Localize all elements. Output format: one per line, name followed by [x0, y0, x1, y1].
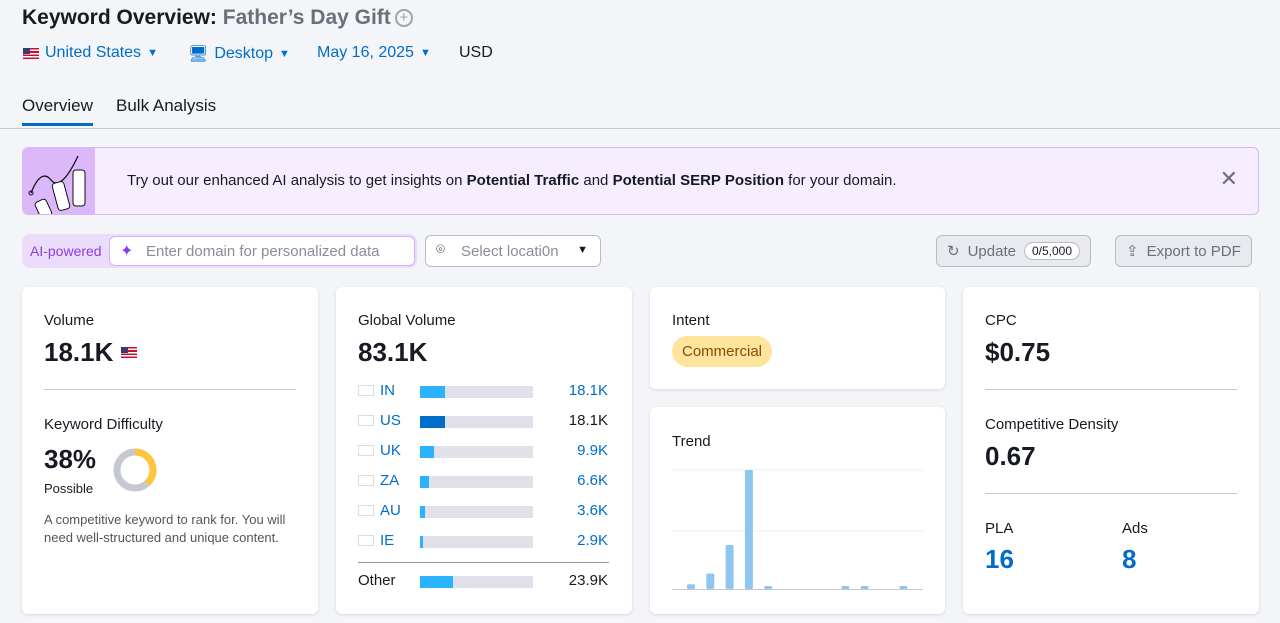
- sparkle-icon: ✦: [120, 243, 134, 260]
- country-code[interactable]: ZA: [380, 472, 400, 489]
- chevron-down-icon: ▼: [147, 47, 158, 59]
- cd-label: Competitive Density: [985, 416, 1119, 433]
- cpc-card: CPC $0.75 Competitive Density 0.67 PLA 1…: [963, 287, 1259, 614]
- trend-bar[interactable]: [744, 470, 753, 589]
- kd-donut: [113, 448, 157, 492]
- upload-icon: ⇪: [1126, 243, 1139, 260]
- kd-description: A competitive keyword to rank for. You w…: [44, 512, 286, 545]
- country-volume[interactable]: 2.9K: [577, 532, 608, 549]
- country-row-us: US 18.1K: [358, 412, 608, 432]
- trend-bar[interactable]: [841, 586, 850, 589]
- flag-ie-icon: [358, 535, 374, 546]
- trend-card: Trend: [650, 407, 945, 614]
- country-volume: 18.1K: [568, 412, 608, 429]
- country-volume[interactable]: 18.1K: [568, 382, 608, 399]
- kd-value: 38%: [44, 444, 97, 474]
- country-volume[interactable]: 6.6K: [577, 472, 608, 489]
- kd-status: Possible: [44, 481, 94, 496]
- intent-badge: Commercial: [672, 336, 773, 367]
- country-code[interactable]: IN: [380, 382, 395, 399]
- trend-bar[interactable]: [860, 586, 869, 589]
- location-pin-icon: ⌾: [436, 241, 446, 258]
- ads-value[interactable]: 8: [1122, 544, 1137, 574]
- global-volume-value: 83.1K: [358, 337, 428, 367]
- global-volume-label: Global Volume: [358, 312, 456, 329]
- date-select[interactable]: May 16, 2025 ▼: [317, 44, 431, 61]
- volume-bar: [420, 416, 533, 428]
- volume-bar: [420, 506, 533, 518]
- currency: USD: [459, 44, 493, 61]
- close-icon[interactable]: ✕: [1219, 166, 1238, 191]
- country-row-za: ZA 6.6K: [358, 472, 608, 492]
- flag-us-icon: [358, 415, 374, 426]
- domain-input[interactable]: ✦ Enter domain for personalized data: [109, 236, 415, 266]
- us-flag-icon: [120, 347, 137, 358]
- intent-label: Intent: [672, 312, 710, 329]
- flag-in-icon: [358, 385, 374, 396]
- pla-label: PLA: [985, 520, 1014, 537]
- desktop-icon: 🖥︎: [188, 46, 209, 63]
- ai-domain-group: AI-powered ✦ Enter domain for personalize…: [22, 234, 417, 268]
- country-code[interactable]: US: [380, 412, 401, 429]
- trend-chart: [672, 469, 923, 590]
- keyword: Father’s Day Gift: [222, 6, 391, 29]
- us-flag-icon: [23, 47, 39, 59]
- trend-bar[interactable]: [706, 573, 715, 589]
- chevron-down-icon: ▼: [419, 47, 431, 59]
- flag-uk-icon: [358, 445, 374, 456]
- update-button[interactable]: ↻ Update 0/5,000: [936, 235, 1091, 267]
- volume-label: Volume: [44, 312, 95, 329]
- refresh-icon: ↻: [947, 243, 960, 260]
- country-code[interactable]: UK: [380, 442, 401, 459]
- tab-bulk-analysis[interactable]: Bulk Analysis: [116, 96, 217, 115]
- trend-bar[interactable]: [725, 544, 734, 589]
- cpc-label: CPC: [985, 312, 1017, 329]
- ads-label: Ads: [1122, 520, 1148, 537]
- global-volume-card: Global Volume 83.1K IN 18.1K US 18.1K UK 9.9K…: [336, 287, 632, 614]
- tab-overview[interactable]: Overview: [22, 96, 93, 126]
- country-row-other: Other 23.9K: [358, 572, 608, 589]
- country-row-uk: UK 9.9K: [358, 442, 608, 462]
- volume-card: Volume 18.1K Keyword Difficulty 38% Poss…: [22, 287, 318, 614]
- country-row-ie: IE 2.9K: [358, 532, 608, 552]
- volume-value: 18.1K: [44, 337, 137, 368]
- country-code[interactable]: IE: [380, 532, 395, 549]
- trend-bar[interactable]: [764, 586, 773, 589]
- ai-powered-label: AI-powered: [30, 243, 102, 259]
- volume-bar: [420, 476, 533, 488]
- add-icon[interactable]: +: [394, 9, 413, 27]
- cd-value: 0.67: [985, 441, 1036, 471]
- update-quota: 0/5,000: [1023, 242, 1080, 260]
- tab-bar: Overview Bulk Analysis: [0, 84, 1280, 129]
- country-volume[interactable]: 3.6K: [577, 502, 608, 519]
- volume-bar: [420, 386, 533, 398]
- trend-label: Trend: [672, 433, 711, 450]
- trend-bar[interactable]: [899, 586, 908, 589]
- pla-value[interactable]: 16: [985, 544, 1014, 574]
- volume-bar: [420, 536, 533, 548]
- banner-text: Try out our enhanced AI analysis to get …: [127, 172, 897, 189]
- chevron-down-icon: ▼: [279, 48, 290, 60]
- country-select[interactable]: United States ▼: [23, 44, 158, 62]
- country-row-au: AU 3.6K: [358, 502, 608, 522]
- trend-bar[interactable]: [687, 584, 695, 589]
- intent-card: Intent Commercial: [650, 287, 945, 389]
- cpc-value: $0.75: [985, 337, 1051, 367]
- country-volume[interactable]: 9.9K: [577, 442, 608, 459]
- page-title: Keyword Overview: Father’s Day Gift +: [22, 6, 413, 30]
- flag-au-icon: [358, 505, 374, 516]
- chevron-down-icon: ▼: [577, 244, 588, 256]
- flag-za-icon: [358, 475, 374, 486]
- volume-bar: [420, 446, 533, 458]
- kd-label: Keyword Difficulty: [44, 416, 163, 433]
- location-select[interactable]: ⌾ Select locati0n ▼: [425, 235, 601, 267]
- device-select[interactable]: 🖥︎ Desktop ▼: [188, 45, 290, 63]
- chart-illustration-icon: [23, 148, 95, 214]
- country-row-in: IN 18.1K: [358, 382, 608, 402]
- country-code[interactable]: AU: [380, 502, 401, 519]
- export-pdf-button[interactable]: ⇪ Export to PDF: [1115, 235, 1252, 267]
- volume-bar: [420, 576, 533, 588]
- ai-promo-banner: Try out our enhanced AI analysis to get …: [22, 147, 1259, 215]
